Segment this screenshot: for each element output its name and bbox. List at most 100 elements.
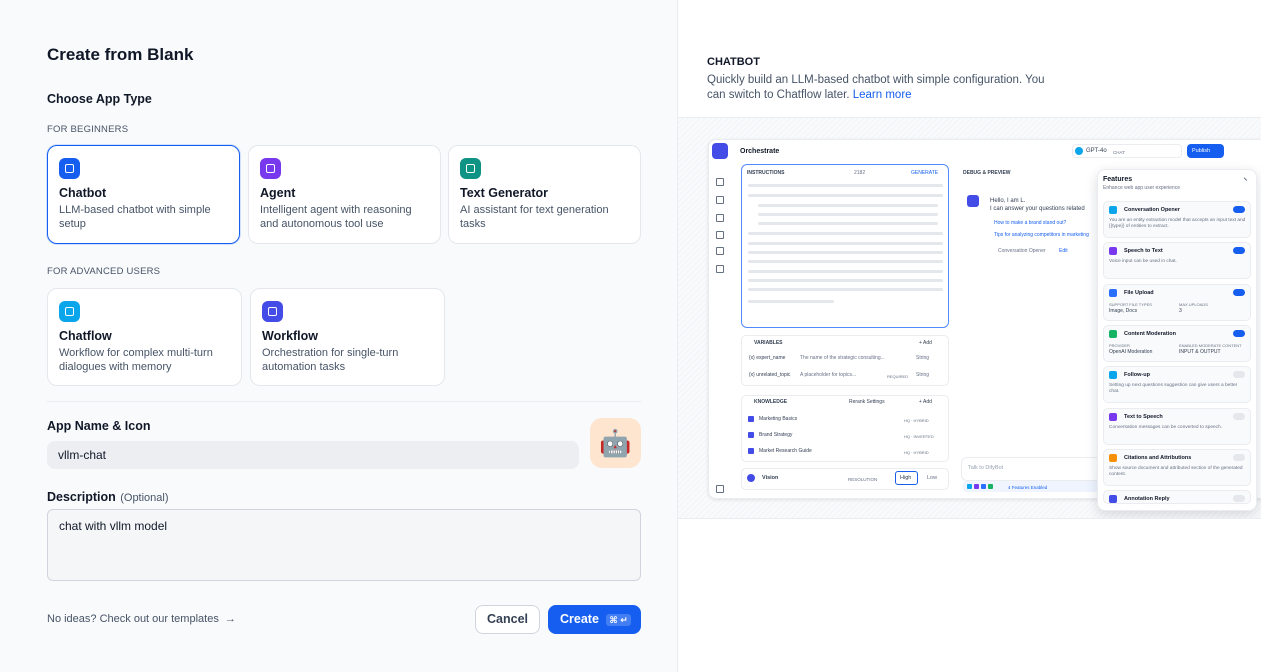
feature-toggle[interactable] xyxy=(1233,329,1245,337)
feature-card: Content Moderation PROVIDER OpenAI Moderat… xyxy=(1103,324,1251,362)
name-input[interactable]: vllm-chat xyxy=(47,441,579,469)
panel-title: Features xyxy=(1103,176,1133,183)
sidebar-icon xyxy=(716,485,724,493)
knowledge-mode: HQ · HYBRID xyxy=(904,418,929,423)
publish-button xyxy=(1187,144,1224,158)
feature-desc: Conversation messages can be converted t… xyxy=(1109,424,1223,430)
section-label: KNOWLEDGE xyxy=(754,399,788,405)
option-text: Low xyxy=(927,475,938,481)
feature-dot xyxy=(981,484,986,489)
generate-link: GENERATE xyxy=(911,170,939,176)
type-icon xyxy=(260,158,281,179)
placeholder-line xyxy=(758,213,938,216)
link-text: No ideas? Check out our templates xyxy=(47,613,219,625)
feature-card: Citations and Attributions Show source do… xyxy=(1103,448,1251,486)
field-label: App Name & Icon xyxy=(47,419,151,433)
model-icon xyxy=(1075,147,1083,155)
app-icon[interactable]: 🤖 xyxy=(590,418,641,468)
app-type-card[interactable]: Chatflow Workflow for complex multi-turn … xyxy=(47,288,242,386)
placeholder-line xyxy=(748,279,943,282)
variable-key: {x} expert_name xyxy=(749,355,786,361)
app-type-card[interactable]: Chatbot LLM-based chatbot with simple set… xyxy=(47,145,240,244)
placeholder-line xyxy=(748,242,943,245)
vision-icon xyxy=(747,474,755,482)
feature-toggle[interactable] xyxy=(1233,288,1245,296)
model-mode: CHAT xyxy=(1113,150,1125,155)
feature-toggle[interactable] xyxy=(1233,371,1245,379)
button-text: Create xyxy=(560,612,599,626)
knowledge-name: Marketing Basics xyxy=(759,416,798,422)
type-name: Chatflow xyxy=(59,329,112,343)
add-link: + Add xyxy=(919,340,932,346)
knowledge-box xyxy=(741,395,949,462)
type-desc: Workflow for complex multi-turn dialogue… xyxy=(59,347,213,373)
type-desc: AI assistant for text generation tasks xyxy=(460,204,609,230)
model-selector xyxy=(1072,144,1182,158)
feature-card: Speech to Text Voice input can be used in… xyxy=(1103,242,1251,280)
description-text: Quickly build an LLM-based chatbot with … xyxy=(707,74,1045,101)
placeholder-line xyxy=(748,184,943,187)
knowledge-icon xyxy=(748,416,754,422)
feature-name: Annotation Reply xyxy=(1124,496,1170,503)
placeholder-line xyxy=(748,300,834,303)
app-type-card[interactable]: Workflow Orchestration for single-turn au… xyxy=(250,288,445,386)
feature-card: File Upload SUPPORT FILE TYPES Image, Docs… xyxy=(1103,283,1251,321)
knowledge-mode: HQ · HYBRID xyxy=(904,450,929,455)
cancel-button[interactable]: Cancel xyxy=(475,605,540,634)
edit-link: Edit xyxy=(1059,248,1068,254)
field-label: Description xyxy=(47,490,116,504)
opener-label: Conversation Opener xyxy=(998,248,1046,254)
feature-icon xyxy=(1109,247,1117,256)
templates-link[interactable]: No ideas? Check out our templates → xyxy=(47,613,236,625)
knowledge-icon xyxy=(748,432,754,438)
type-name: Chatbot xyxy=(59,186,107,200)
publish-text: Publish xyxy=(1192,148,1211,154)
placeholder-line xyxy=(748,260,943,263)
feature-toggle[interactable] xyxy=(1233,206,1245,213)
textarea-value: chat with vllm model xyxy=(59,519,168,533)
feature-toggle[interactable] xyxy=(1233,495,1245,503)
learn-more-link[interactable]: Learn more xyxy=(852,88,912,101)
variable-key: {x} unrelated_topic xyxy=(749,372,791,378)
type-icon xyxy=(460,158,481,179)
app-type-card[interactable]: Text Generator AI assistant for text gene… xyxy=(448,145,641,244)
bot-avatar xyxy=(967,195,979,207)
features-strip xyxy=(963,481,1099,492)
add-link: + Add xyxy=(919,399,932,405)
placeholder-line xyxy=(748,288,943,291)
detail-label: ENABLED MODERATE CONTENT xyxy=(1179,342,1242,348)
model-name: GPT-4o xyxy=(1086,148,1107,154)
rerank-link: Rerank Settings xyxy=(849,399,885,405)
feature-desc: Show source document and attributed sect… xyxy=(1109,465,1243,477)
feature-desc: You are an entity extraction model that … xyxy=(1109,218,1246,229)
knowledge-name: Brand Strategy xyxy=(759,432,793,438)
feature-name: File Upload xyxy=(1124,289,1154,296)
feature-card: Conversation Opener You are an entity ext… xyxy=(1103,201,1251,238)
feature-toggle[interactable] xyxy=(1233,412,1245,420)
app-type-card[interactable]: Agent Intelligent agent with reasoning an… xyxy=(248,145,441,244)
sidebar-icon xyxy=(716,214,724,222)
instructions-box xyxy=(741,164,949,328)
app-logo xyxy=(712,143,728,159)
description-textarea[interactable]: chat with vllm model xyxy=(47,509,641,581)
knowledge-mode: HQ · INVERTED xyxy=(904,434,934,439)
preview-image: Orchestrate GPT-4o CHAT Publish INSTRUCTIONS… xyxy=(678,117,1261,519)
knowledge-name: Market Research Guide xyxy=(759,448,812,454)
feature-toggle[interactable] xyxy=(1233,247,1245,255)
create-button[interactable]: Create ⌘ ↵ xyxy=(548,605,641,634)
divider xyxy=(47,401,641,402)
variable-type: String xyxy=(916,372,930,378)
feature-icon xyxy=(1109,412,1117,421)
section-label: INSTRUCTIONS xyxy=(747,170,785,176)
feature-icon xyxy=(1109,329,1117,338)
shortcut-hint: ⌘ ↵ xyxy=(606,614,631,626)
feature-name: Content Moderation xyxy=(1124,330,1176,337)
greeting-text: Hello, I am L. xyxy=(990,198,1026,204)
preview-panel: CHATBOT Quickly build an LLM-based chatb… xyxy=(677,0,1261,672)
type-name: Workflow xyxy=(262,329,319,343)
feature-toggle[interactable] xyxy=(1233,453,1245,461)
type-icon xyxy=(262,301,283,322)
group-label: FOR BEGINNERS xyxy=(47,124,129,135)
